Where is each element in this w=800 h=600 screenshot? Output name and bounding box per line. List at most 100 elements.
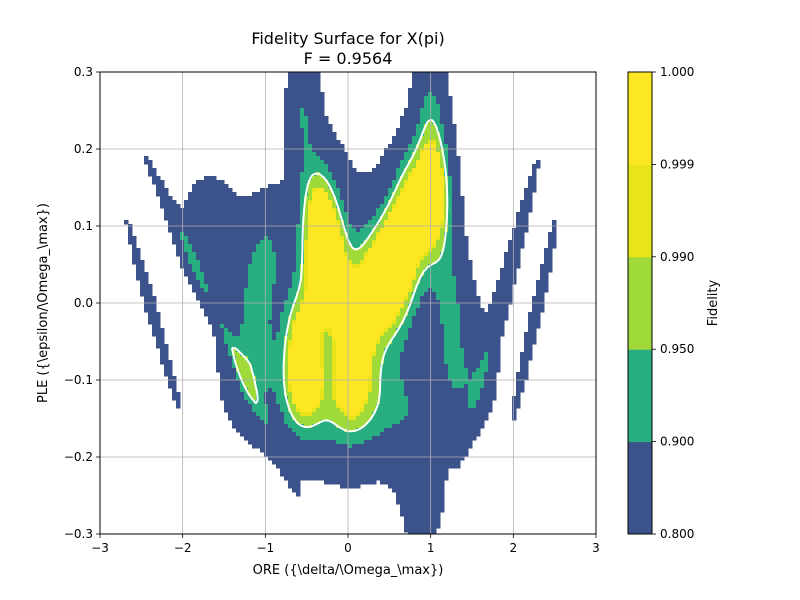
contour-cell <box>192 284 201 289</box>
contour-cell <box>404 156 413 161</box>
contour-cell <box>320 356 325 361</box>
contour-cell <box>304 128 309 133</box>
contour-cell <box>384 200 389 205</box>
contour-cell <box>404 316 413 321</box>
contour-cell <box>332 376 337 381</box>
y-axis-ticks: −0.3 −0.2 −0.1 0.0 0.1 0.2 0.3 <box>64 65 100 541</box>
contour-cell <box>184 268 193 273</box>
contour-cell <box>408 332 445 337</box>
contour-cell <box>284 124 301 129</box>
contour-cell <box>424 100 437 105</box>
contour-cell <box>220 388 241 393</box>
contour-cell <box>412 152 421 157</box>
contour-cell <box>208 320 245 325</box>
contour-cell <box>512 232 525 237</box>
contour-cell <box>412 296 421 301</box>
contour-cell <box>292 384 325 389</box>
contour-cell <box>400 352 445 357</box>
contour-cell <box>348 212 377 217</box>
contour-cell <box>424 144 437 149</box>
contour-cell <box>440 256 453 261</box>
contour-cell <box>416 272 425 277</box>
y-tick-label: 0.2 <box>74 142 93 156</box>
contour-cell <box>388 324 393 329</box>
contour-cell <box>228 344 285 349</box>
contour-cell <box>288 384 293 389</box>
contour-cell <box>344 220 349 225</box>
contour-cell <box>284 156 305 161</box>
contour-cell <box>272 284 293 289</box>
contour-cell <box>392 340 405 345</box>
contour-cell <box>336 372 373 377</box>
contour-cell <box>372 376 381 381</box>
contour-cell <box>388 204 393 209</box>
contour-cell <box>244 308 273 313</box>
contour-cell <box>436 244 445 249</box>
contour-cell <box>292 340 321 345</box>
contour-cell <box>380 332 385 337</box>
contour-cell <box>296 404 317 409</box>
contour-cell <box>276 268 297 273</box>
contour-cell <box>184 232 297 237</box>
contour-cell <box>308 276 413 281</box>
contour-cell <box>444 232 453 237</box>
contour-cell <box>248 388 257 393</box>
contour-cell <box>216 364 233 369</box>
contour-cell <box>252 256 277 261</box>
contour-cell <box>256 380 285 385</box>
contour-cell <box>368 220 381 225</box>
contour-cell <box>232 364 237 369</box>
contour-cell <box>324 348 333 353</box>
contour-cell <box>168 376 177 381</box>
contour-cell <box>308 272 417 277</box>
contour-cell <box>244 300 273 305</box>
contour-cell <box>420 256 425 261</box>
contour-cell <box>424 148 437 153</box>
contour-cell <box>336 220 341 225</box>
contour-cell <box>400 364 449 369</box>
contour-cell <box>448 144 457 149</box>
contour-cell <box>344 252 349 257</box>
contour-cell <box>444 244 453 249</box>
contour-cell <box>320 400 337 405</box>
contour-cell <box>284 152 305 157</box>
contour-cell <box>204 272 249 277</box>
contour-cell <box>132 244 137 249</box>
contour-cell <box>396 316 405 321</box>
contour-cell <box>468 400 477 405</box>
contour-cell <box>300 276 305 281</box>
contour-cell <box>128 236 137 241</box>
contour-cell <box>320 348 325 353</box>
contour-cell <box>148 316 161 321</box>
contour-cell <box>136 272 149 277</box>
contour-cell <box>304 164 329 169</box>
contour-cell <box>380 336 393 341</box>
contour-cell <box>324 392 333 397</box>
contour-cell <box>380 400 409 405</box>
contour-cell <box>400 324 413 329</box>
contour-cell <box>272 308 285 313</box>
contour-cell <box>208 284 249 289</box>
contour-cell <box>136 264 145 269</box>
contour-cell <box>288 340 293 345</box>
contour-cell <box>336 180 393 185</box>
contour-cell <box>388 328 397 333</box>
contour-cell <box>284 136 305 141</box>
contour-cell <box>276 272 293 277</box>
contour-cell <box>288 344 293 349</box>
contour-cell <box>216 344 229 349</box>
contour-cell <box>484 384 497 389</box>
contour-cell <box>424 96 437 101</box>
contour-cell <box>160 360 173 365</box>
contour-cell <box>540 272 549 277</box>
contour-cell <box>368 396 381 401</box>
contour-cell <box>396 172 405 177</box>
contour-cell <box>440 168 445 173</box>
contour-cell <box>188 276 197 281</box>
contour-cell <box>340 232 349 237</box>
contour-cell <box>404 172 409 177</box>
contour-cell <box>304 152 317 157</box>
contour-cell <box>204 312 245 317</box>
contour-cell <box>376 344 389 349</box>
contour-cell <box>404 524 441 529</box>
